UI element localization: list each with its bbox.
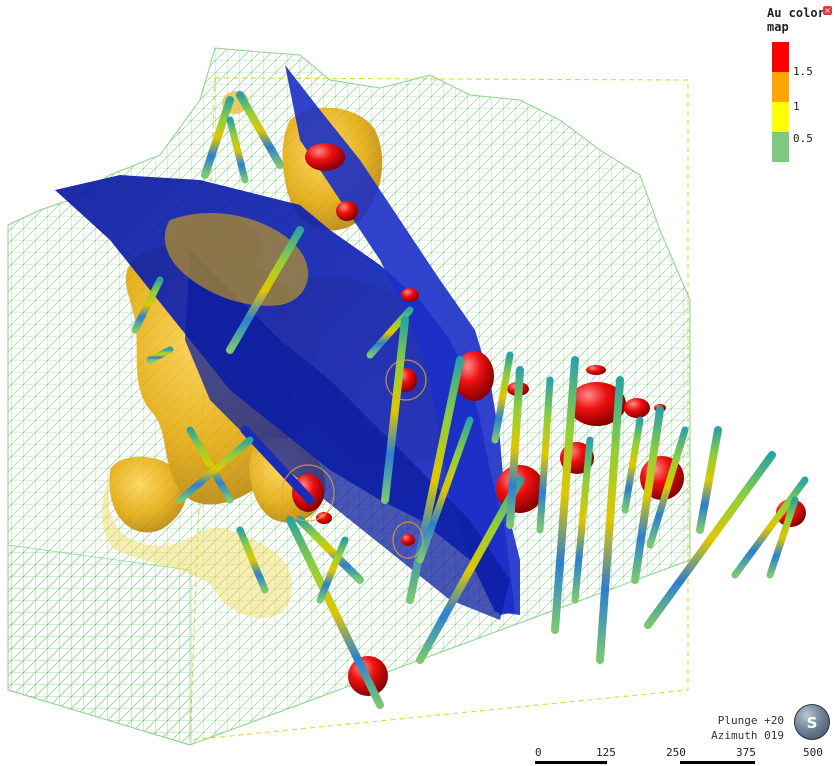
legend-swatch-red (772, 42, 789, 72)
legend-label: 1.5 (793, 65, 813, 78)
close-icon[interactable]: × (823, 6, 832, 15)
grade-halos (281, 359, 427, 559)
scale-tick: 0 (535, 746, 542, 759)
compass-icon[interactable]: S (794, 704, 830, 740)
view-orientation: Plunge +20 Azimuth 019 (700, 713, 784, 743)
legend-label: 0.5 (793, 132, 813, 145)
scale-tick: 125 (596, 746, 616, 759)
scale-tick: 250 (666, 746, 686, 759)
azimuth-readout: Azimuth 019 (711, 729, 784, 742)
legend-swatch-yellow (772, 102, 789, 132)
scale-segment (680, 761, 755, 764)
scale-tick: 375 (736, 746, 756, 759)
legend-swatch-green (772, 132, 789, 162)
scale-bar: 0 125 250 375 500 (520, 746, 830, 766)
drillholes[interactable] (131, 91, 809, 709)
scale-segment (535, 761, 607, 764)
scale-tick: 500 (803, 746, 823, 759)
legend-label: 1 (793, 100, 800, 113)
plunge-readout: Plunge +20 (717, 714, 784, 727)
legend-swatch-orange (772, 72, 789, 102)
legend-title: Au color map (767, 6, 825, 34)
au-color-legend: Au color map × 1.5 1 0.5 (767, 6, 833, 166)
